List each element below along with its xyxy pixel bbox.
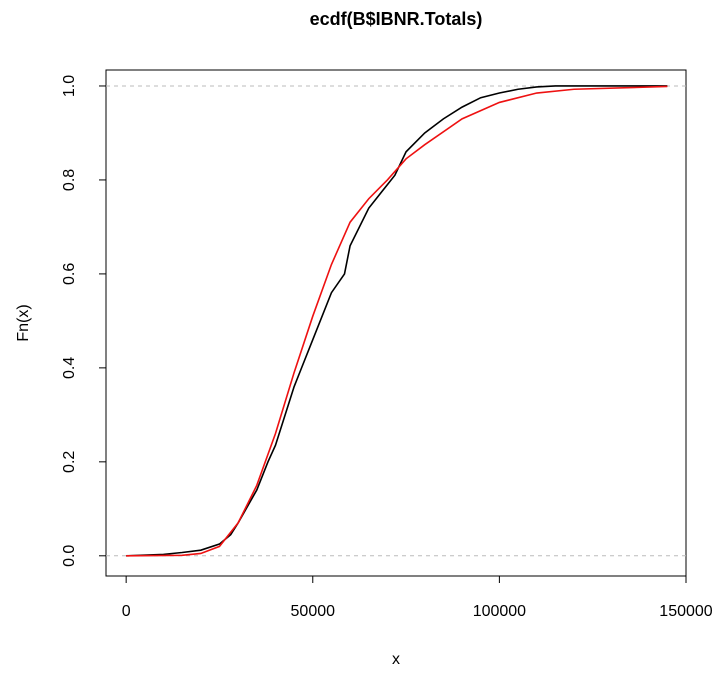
series-line (126, 85, 668, 557)
y-tick-label: 1.0 (61, 75, 78, 97)
x-tick-label: 50000 (291, 603, 336, 620)
y-tick-label: 0.2 (61, 451, 78, 473)
y-tick-label: 0.6 (61, 263, 78, 285)
x-tick-label: 0 (122, 603, 131, 620)
y-tick-label: 0.0 (61, 545, 78, 567)
plot-frame (105, 69, 687, 577)
y-tick-label: 0.8 (61, 169, 78, 191)
y-axis-label: Fn(x) (15, 304, 32, 341)
x-tick-label: 150000 (659, 603, 712, 620)
chart-title: ecdf(B$IBNR.Totals) (310, 9, 483, 29)
x-axis-label: x (392, 651, 400, 668)
x-tick-label: 100000 (473, 603, 526, 620)
y-tick-label: 0.4 (61, 357, 78, 379)
series-line (126, 85, 668, 557)
